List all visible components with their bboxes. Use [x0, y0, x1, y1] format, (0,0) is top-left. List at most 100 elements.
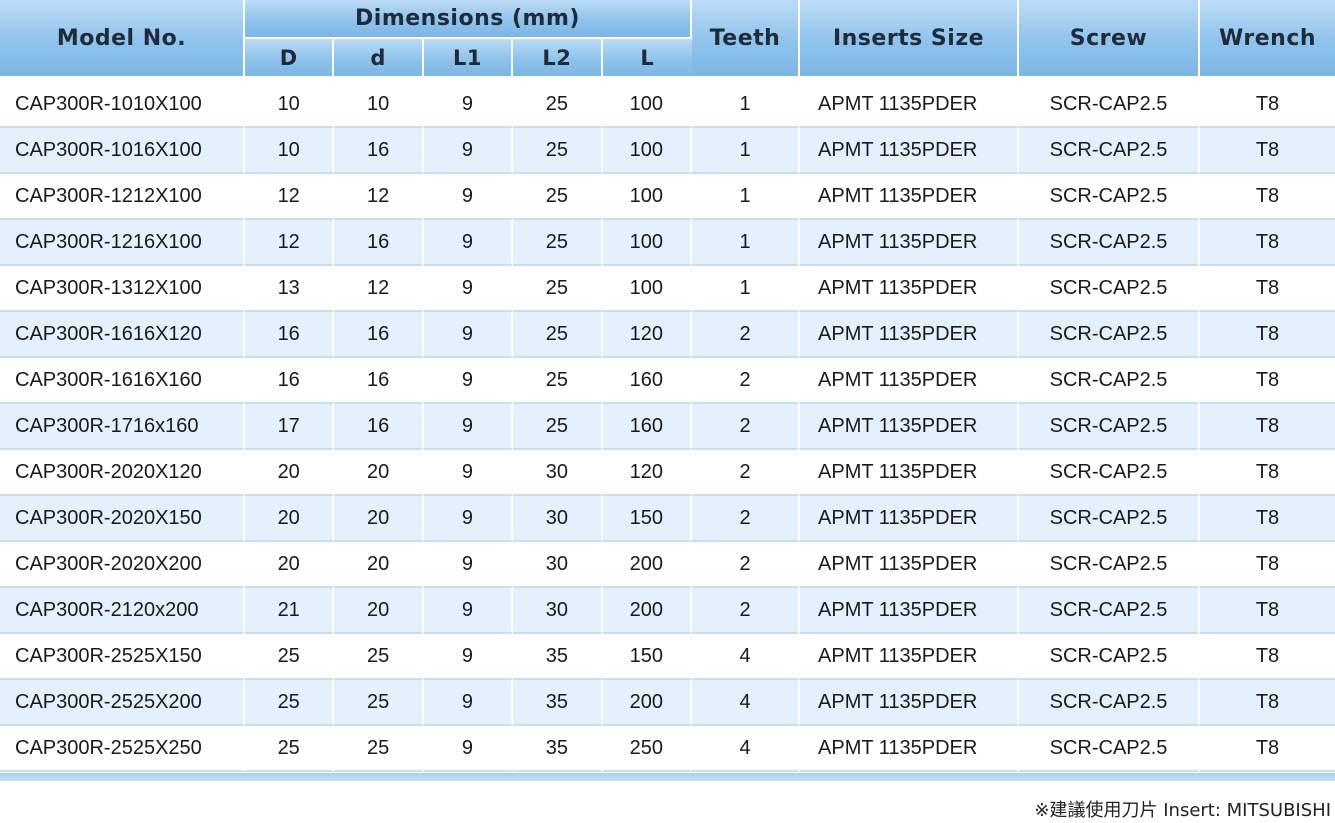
table-row: CAP300R-2020X150 20 20 9 30 150 2 APMT 1135PDER…	[0, 496, 1335, 542]
cell-model: CAP300R-2020X120	[0, 450, 245, 496]
cell-insert: APMT 1135PDER	[800, 634, 1020, 680]
cell-D: 25	[245, 726, 335, 772]
cell-d: 16	[334, 404, 424, 450]
cell-D: 17	[245, 404, 335, 450]
cell-screw: SCR-CAP2.5	[1019, 450, 1201, 496]
cell-screw: SCR-CAP2.5	[1019, 312, 1201, 358]
cell-insert: APMT 1135PDER	[800, 78, 1020, 128]
cell-L2: 25	[513, 358, 603, 404]
cell-L2: 35	[513, 680, 603, 726]
table-row: CAP300R-1716x160 17 16 9 25 160 2 APMT 1135PDER…	[0, 404, 1335, 450]
cell-screw: SCR-CAP2.5	[1019, 78, 1201, 128]
cell-model: CAP300R-2120x200	[0, 588, 245, 634]
cell-teeth: 2	[692, 404, 801, 450]
cell-L: 250	[602, 726, 693, 772]
table-row: CAP300R-2525X250 25 25 9 35 250 4 APMT 1135PDER…	[0, 726, 1335, 772]
cell-L: 100	[602, 78, 693, 128]
cell-screw: SCR-CAP2.5	[1019, 496, 1201, 542]
header-dim-D: D	[245, 39, 335, 78]
cell-L: 100	[602, 128, 693, 174]
cell-L: 150	[602, 496, 693, 542]
cell-teeth: 4	[692, 726, 801, 772]
cell-D: 20	[245, 496, 335, 542]
cell-L1: 9	[423, 450, 514, 496]
cell-insert: APMT 1135PDER	[800, 220, 1020, 266]
table-row: CAP300R-1616X120 16 16 9 25 120 2 APMT 1135PDER…	[0, 312, 1335, 358]
cell-teeth: 1	[692, 128, 801, 174]
cell-insert: APMT 1135PDER	[800, 266, 1020, 312]
cell-insert: APMT 1135PDER	[800, 128, 1020, 174]
cell-insert: APMT 1135PDER	[800, 588, 1020, 634]
cell-wrench: T8	[1200, 128, 1335, 174]
cell-insert: APMT 1135PDER	[800, 404, 1020, 450]
cell-L2: 25	[513, 266, 603, 312]
cell-L2: 30	[513, 496, 603, 542]
cell-teeth: 1	[692, 174, 801, 220]
cell-d: 25	[334, 634, 424, 680]
cell-insert: APMT 1135PDER	[800, 358, 1020, 404]
cell-wrench: T8	[1200, 680, 1335, 726]
cell-screw: SCR-CAP2.5	[1019, 726, 1201, 772]
header-dim-d: d	[334, 39, 424, 78]
cell-L2: 25	[513, 404, 603, 450]
cell-model: CAP300R-1016X100	[0, 128, 245, 174]
cell-L1: 9	[423, 174, 514, 220]
header-teeth: Teeth	[692, 0, 801, 78]
cell-L1: 9	[423, 266, 514, 312]
cell-D: 13	[245, 266, 335, 312]
cell-d: 12	[334, 174, 424, 220]
header-screw: Screw	[1019, 0, 1201, 78]
cell-wrench: T8	[1200, 78, 1335, 128]
cell-D: 20	[245, 542, 335, 588]
cell-insert: APMT 1135PDER	[800, 174, 1020, 220]
cell-wrench: T8	[1200, 312, 1335, 358]
footnote: ※建議使用刀片 Insert: MITSUBISHI	[1034, 800, 1331, 821]
cell-D: 16	[245, 312, 335, 358]
cell-L: 200	[602, 542, 693, 588]
cell-d: 12	[334, 266, 424, 312]
cell-d: 20	[334, 496, 424, 542]
cell-L: 160	[602, 358, 693, 404]
cell-D: 12	[245, 174, 335, 220]
cell-model: CAP300R-1616X120	[0, 312, 245, 358]
cell-L2: 35	[513, 726, 603, 772]
table-body: CAP300R-1010X100 10 10 9 25 100 1 APMT 1135PDER…	[0, 78, 1335, 772]
cell-L1: 9	[423, 312, 514, 358]
table-row: CAP300R-2020X200 20 20 9 30 200 2 APMT 1135PDER…	[0, 542, 1335, 588]
table-row: CAP300R-1312X100 13 12 9 25 100 1 APMT 1135PDER…	[0, 266, 1335, 312]
spec-table: Model No. Dimensions (mm) Teeth Inserts …	[0, 0, 1335, 772]
cell-model: CAP300R-1716x160	[0, 404, 245, 450]
cell-L2: 30	[513, 542, 603, 588]
cell-insert: APMT 1135PDER	[800, 542, 1020, 588]
cell-L: 200	[602, 680, 693, 726]
cell-wrench: T8	[1200, 174, 1335, 220]
cell-teeth: 2	[692, 358, 801, 404]
cell-teeth: 2	[692, 542, 801, 588]
cell-d: 20	[334, 450, 424, 496]
cell-screw: SCR-CAP2.5	[1019, 174, 1201, 220]
cell-L: 100	[602, 174, 693, 220]
cell-L2: 25	[513, 220, 603, 266]
cell-L1: 9	[423, 588, 514, 634]
header-inserts-size: Inserts Size	[800, 0, 1020, 78]
cell-d: 10	[334, 78, 424, 128]
cell-L1: 9	[423, 220, 514, 266]
cell-D: 10	[245, 128, 335, 174]
header-dim-L: L	[602, 39, 693, 78]
cell-L2: 25	[513, 312, 603, 358]
cell-D: 16	[245, 358, 335, 404]
cell-wrench: T8	[1200, 634, 1335, 680]
cell-L1: 9	[423, 542, 514, 588]
table-row: CAP300R-1216X100 12 16 9 25 100 1 APMT 1135PDER…	[0, 220, 1335, 266]
cell-L: 100	[602, 266, 693, 312]
cell-L2: 35	[513, 634, 603, 680]
cell-model: CAP300R-2525X150	[0, 634, 245, 680]
cell-d: 16	[334, 312, 424, 358]
cell-L: 100	[602, 220, 693, 266]
cell-wrench: T8	[1200, 450, 1335, 496]
cell-wrench: T8	[1200, 220, 1335, 266]
cell-L1: 9	[423, 128, 514, 174]
cell-D: 10	[245, 78, 335, 128]
cell-screw: SCR-CAP2.5	[1019, 266, 1201, 312]
cell-wrench: T8	[1200, 542, 1335, 588]
